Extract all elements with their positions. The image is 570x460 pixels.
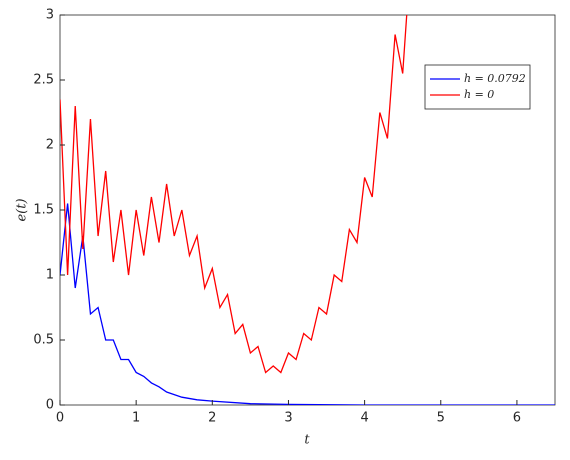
series-line	[60, 15, 408, 374]
y-tick-label: 2.5	[33, 73, 54, 88]
legend-box	[424, 64, 531, 110]
y-tick-label: 3	[46, 8, 54, 23]
legend-label: h = 0.0792	[464, 72, 526, 85]
x-tick-label: 6	[513, 411, 521, 426]
x-tick-label: 1	[132, 411, 140, 426]
y-tick-label: 0.5	[33, 333, 54, 348]
x-tick-label: 0	[56, 411, 64, 426]
x-tick-label: 4	[360, 411, 368, 426]
x-tick-label: 3	[284, 411, 292, 426]
y-axis-label: e(t)	[15, 198, 30, 221]
x-tick-label: 5	[437, 411, 445, 426]
x-tick-label: 2	[208, 411, 216, 426]
lines	[60, 15, 555, 405]
x-axis-label: t	[304, 433, 310, 448]
y-tick-label: 0	[46, 398, 54, 413]
series-line	[60, 203, 555, 405]
y-tick-label: 2	[46, 138, 54, 153]
y-tick-label: 1	[46, 268, 54, 283]
legend-label: h = 0	[464, 88, 494, 101]
y-tick-label: 1.5	[33, 203, 54, 218]
